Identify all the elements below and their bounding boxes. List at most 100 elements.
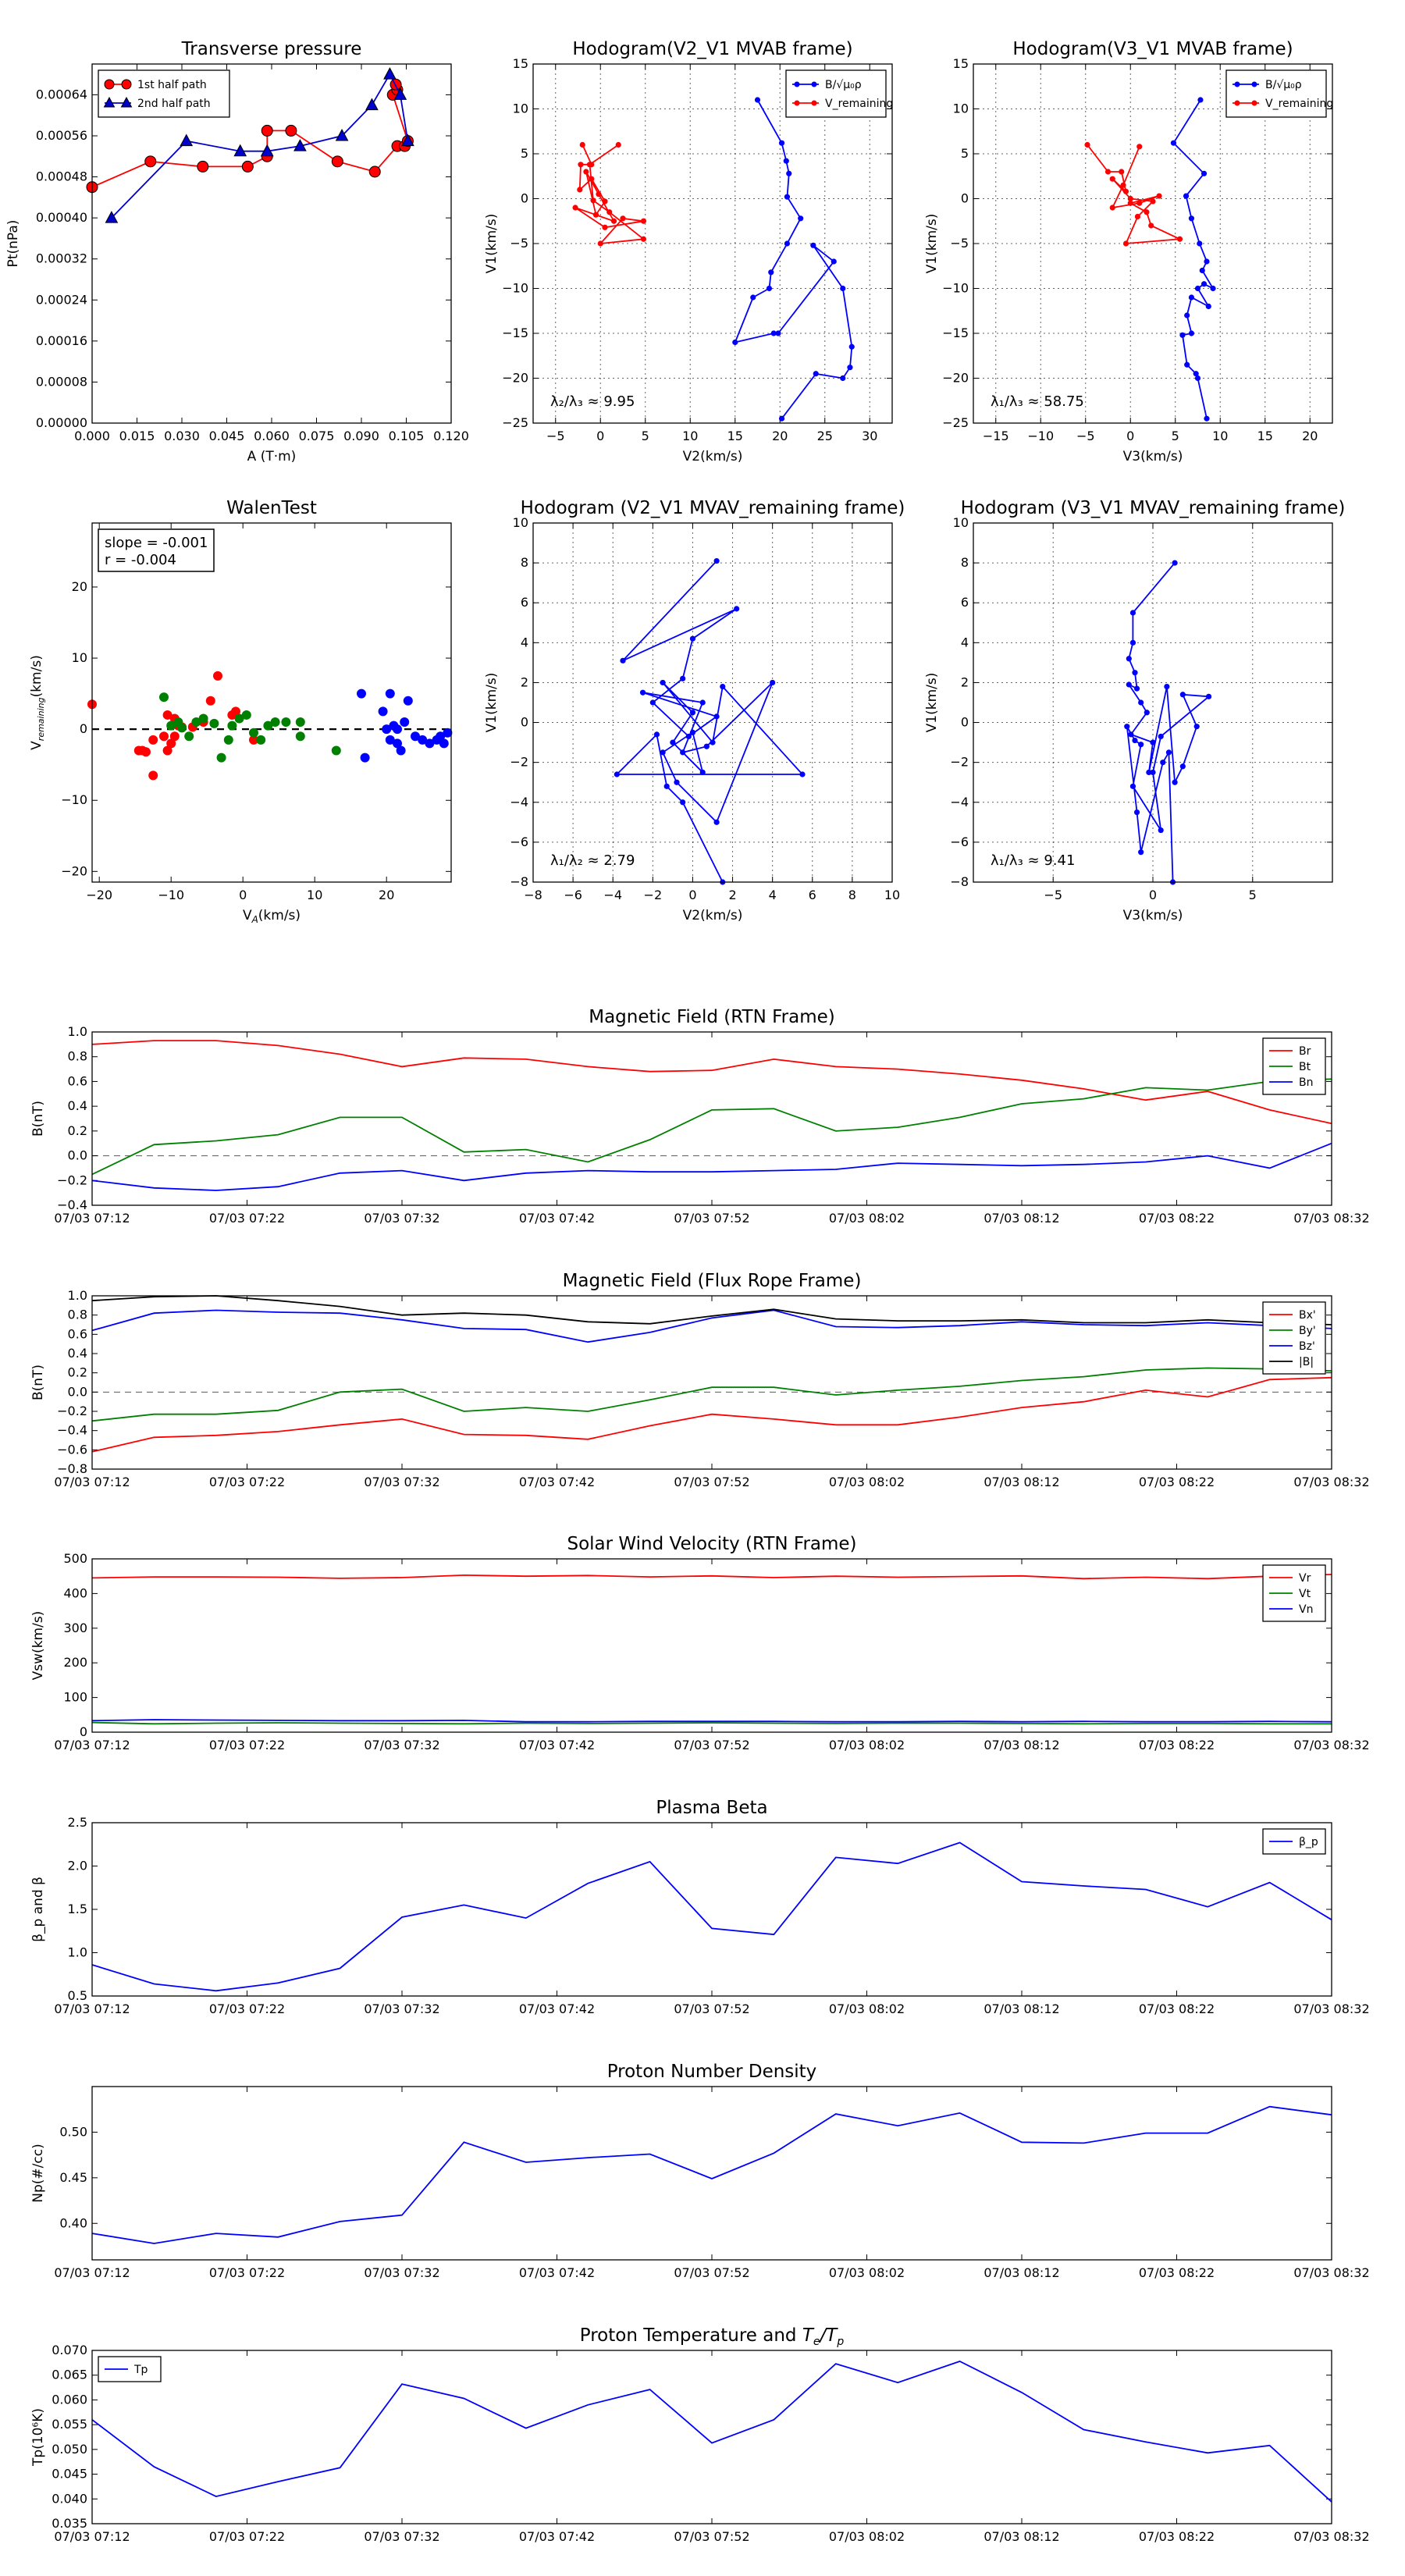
legend-box — [98, 69, 230, 118]
x-axis-label: V3(km/s) — [1123, 449, 1183, 464]
series-line — [111, 73, 409, 219]
series-line-0 — [91, 1040, 1332, 1125]
y-tick-label: 0.00024 — [36, 292, 87, 307]
x-tick-label: −2 — [644, 888, 663, 902]
y-tick-label: −6 — [950, 834, 969, 849]
y-tick-label: 1.0 — [68, 1288, 87, 1303]
data-point — [1126, 681, 1132, 688]
y-tick-label: 4 — [961, 635, 969, 649]
x-tick-label: 07/03 08:12 — [984, 1738, 1059, 1752]
legend-label: Vt — [1299, 1588, 1311, 1600]
y-tick-label: 5 — [961, 146, 969, 161]
data-point — [786, 170, 792, 176]
data-point — [813, 371, 819, 377]
y-tick-label: 0 — [521, 191, 528, 206]
y-tick-label: −6 — [510, 834, 528, 849]
x-axis-label: V3(km/s) — [1123, 908, 1183, 923]
data-point — [572, 205, 578, 211]
x-tick-label: 07/03 07:32 — [364, 2001, 439, 2016]
y-axis-label: V1(km/s) — [924, 673, 940, 733]
data-point — [1204, 258, 1210, 265]
plot-area — [92, 1823, 1332, 1996]
y-tick-label: −5 — [510, 236, 528, 251]
x-tick-label: 0.105 — [389, 429, 425, 443]
y-axis-label: Pt(nPa) — [5, 220, 21, 268]
x-tick-label: 0 — [239, 888, 247, 902]
x-tick-label: 07/03 07:12 — [54, 1475, 130, 1489]
x-tick-label: 6 — [809, 888, 816, 902]
data-point — [1188, 330, 1195, 336]
data-point — [1197, 240, 1203, 247]
x-tick-label: 15 — [1257, 429, 1273, 443]
y-tick-label: 6 — [961, 595, 969, 610]
legend: Vr Vt Vn — [1262, 1564, 1326, 1622]
stats-line: r = -0.004 — [105, 552, 176, 568]
y-axis-label: Tp(10⁶K) — [30, 2408, 46, 2467]
data-point — [689, 729, 696, 735]
y-tick-label: 0.4 — [68, 1346, 87, 1361]
x-tick-label: 07/03 07:52 — [674, 1738, 749, 1752]
x-tick-label: 07/03 07:22 — [209, 2265, 285, 2280]
legend-label: Tp — [133, 2364, 148, 2376]
data-point — [400, 717, 410, 728]
beta-chart: 07/03 07:12 07/03 07:22 07/03 07:32 07/03 0… — [30, 1798, 1370, 2016]
x-axis-label: A (T·m) — [247, 449, 297, 464]
x-tick-label: 07/03 07:12 — [54, 2001, 130, 2016]
data-point — [1193, 371, 1199, 377]
data-point — [1119, 169, 1125, 175]
y-tick-label: −25 — [942, 415, 969, 430]
y-tick-label: −15 — [942, 326, 969, 340]
data-point — [799, 771, 806, 777]
data-point — [606, 209, 613, 215]
data-point — [1144, 710, 1150, 716]
x-tick-label: 07/03 08:12 — [984, 2265, 1059, 2280]
data-point — [579, 141, 585, 148]
x-axis-label: VA(km/s) — [243, 908, 301, 925]
y-tick-label: −2 — [510, 755, 528, 770]
data-point — [689, 635, 696, 642]
y-tick-label: 0.045 — [52, 2467, 87, 2482]
data-point — [393, 87, 407, 100]
data-point — [1138, 699, 1144, 706]
y-tick-label: 5 — [521, 146, 528, 161]
y-tick-label: 0.8 — [68, 1049, 87, 1064]
y-tick-label: 0.00056 — [36, 128, 87, 143]
data-point — [732, 339, 738, 346]
data-point — [1205, 693, 1212, 699]
x-tick-label: 4 — [769, 888, 777, 902]
legend-marker — [811, 81, 817, 87]
data-point — [710, 739, 716, 745]
x-tick-label: 07/03 07:12 — [54, 1211, 130, 1226]
data-point — [180, 133, 194, 147]
data-point — [615, 141, 621, 148]
x-tick-label: −5 — [546, 429, 565, 443]
data-point — [263, 720, 273, 731]
y-tick-label: 0.4 — [68, 1098, 87, 1113]
x-tick-label: 0.090 — [343, 429, 379, 443]
y-tick-label: 10 — [953, 515, 969, 530]
data-point — [685, 733, 692, 740]
data-point — [1179, 692, 1186, 698]
x-tick-label: 5 — [642, 429, 649, 443]
data-point — [770, 679, 776, 686]
data-point — [1122, 240, 1129, 247]
legend-marker — [794, 81, 800, 87]
data-point — [383, 67, 397, 80]
data-point — [783, 158, 789, 164]
x-tick-label: 0.030 — [164, 429, 200, 443]
data-point — [1133, 685, 1140, 692]
data-point — [602, 198, 608, 205]
data-point — [443, 728, 453, 738]
legend-marker — [104, 79, 115, 90]
data-point — [260, 144, 274, 157]
data-point — [778, 140, 785, 146]
x-tick-label: 07/03 07:52 — [674, 2265, 749, 2280]
data-point — [223, 735, 233, 745]
data-point — [614, 771, 620, 777]
data-point — [1148, 222, 1154, 229]
mf_fr-chart: 07/03 07:12 07/03 07:22 07/03 07:32 07/03 0… — [30, 1271, 1370, 1489]
data-point — [241, 710, 251, 720]
x-tick-label: 07/03 07:32 — [364, 2529, 439, 2544]
data-point — [159, 692, 169, 703]
chart-title: Hodogram (V2_V1 MVAV_remaining frame) — [521, 498, 905, 518]
